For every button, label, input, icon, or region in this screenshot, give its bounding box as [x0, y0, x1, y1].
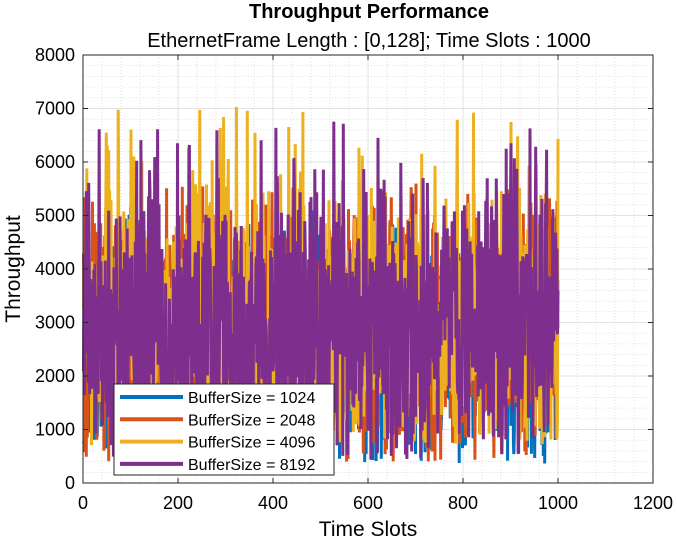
x-tick-label: 1200 [633, 493, 673, 513]
legend-label: BufferSize = 4096 [188, 435, 315, 452]
legend-label: BufferSize = 8192 [188, 457, 315, 474]
x-tick-label: 400 [258, 493, 288, 513]
y-tick-label: 1000 [35, 420, 75, 440]
y-tick-labels: 0 1000 2000 3000 4000 5000 6000 7000 8000 [35, 45, 75, 493]
y-tick-label: 7000 [35, 99, 75, 119]
series-line-4 [82, 121, 560, 462]
x-tick-label: 1000 [538, 493, 578, 513]
y-tick-label: 6000 [35, 152, 75, 172]
x-tick-label: 0 [78, 493, 88, 513]
x-tick-labels: 0 200 400 600 800 1000 1200 [78, 493, 673, 513]
legend: BufferSize = 1024 BufferSize = 2048 Buffer… [113, 383, 335, 476]
chart-title: Throughput Performance [249, 1, 489, 23]
x-axis-label: Time Slots [319, 518, 417, 540]
y-tick-label: 0 [65, 473, 75, 493]
x-tick-label: 800 [448, 493, 478, 513]
legend-box [113, 383, 335, 476]
x-tick-label: 200 [163, 493, 193, 513]
y-tick-label: 8000 [35, 45, 75, 65]
y-tick-label: 2000 [35, 366, 75, 386]
x-tick-label: 600 [353, 493, 383, 513]
legend-label: BufferSize = 2048 [188, 412, 315, 429]
chart-subtitle: EthernetFrame Length : [0,128]; Time Slo… [147, 30, 591, 52]
y-tick-label: 5000 [35, 206, 75, 226]
y-tick-label: 3000 [35, 313, 75, 333]
axis-ticks [82, 54, 654, 484]
y-tick-label: 4000 [35, 259, 75, 279]
y-axis-label: Throughput [2, 215, 25, 323]
legend-label: BufferSize = 1024 [188, 390, 315, 407]
